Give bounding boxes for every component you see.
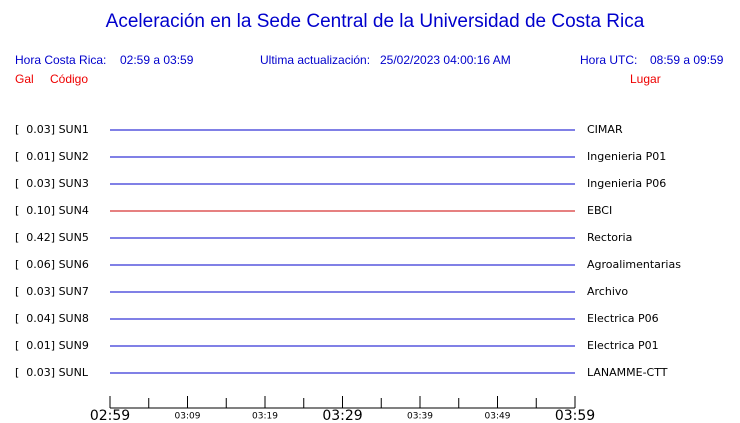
station-label: [ 0.01] SUN2 (15, 150, 89, 163)
utc-label: Hora UTC: (580, 53, 637, 67)
utc: 08:59 a 09:59 (650, 53, 724, 67)
time-label: 03:59 (555, 408, 595, 423)
time-label: 03:49 (485, 412, 511, 422)
station-place: CIMAR (587, 123, 623, 136)
station-label: [ 0.03] SUN3 (15, 177, 89, 190)
time-label: 03:09 (175, 412, 201, 422)
station-place: Agroalimentarias (587, 258, 681, 271)
col-gal: Gal (15, 72, 34, 86)
col-lugar: Lugar (630, 72, 661, 86)
station-place: Ingenieria P06 (587, 177, 666, 190)
station-place: Archivo (587, 285, 628, 298)
col-codigo: Código (50, 72, 88, 86)
station-label: [ 0.03] SUNL (15, 366, 89, 379)
station-label: [ 0.10] SUN4 (15, 204, 89, 217)
hora-cr-label: Hora Costa Rica: (15, 53, 106, 67)
time-label: 02:59 (90, 408, 130, 423)
update: 25/02/2023 04:00:16 AM (380, 53, 511, 67)
station-place: Rectoria (587, 231, 632, 244)
station-place: Electrica P06 (587, 312, 659, 325)
hora-cr: 02:59 a 03:59 (120, 53, 194, 67)
station-label: [ 0.03] SUN7 (15, 285, 89, 298)
station-label: [ 0.42] SUN5 (15, 231, 89, 244)
station-label: [ 0.03] SUN1 (15, 123, 89, 136)
time-label: 03:19 (252, 412, 278, 422)
update-label: Ultima actualización: (260, 53, 370, 67)
station-label: [ 0.06] SUN6 (15, 258, 89, 271)
station-place: Ingenieria P01 (587, 150, 666, 163)
time-label: 03:39 (407, 412, 433, 422)
station-label: [ 0.04] SUN8 (15, 312, 89, 325)
station-place: LANAMME-CTT (587, 366, 668, 379)
station-place: Electrica P01 (587, 339, 659, 352)
station-label: [ 0.01] SUN9 (15, 339, 89, 352)
title: Aceleración en la Sede Central de la Uni… (106, 11, 645, 32)
time-label: 03:29 (322, 408, 362, 423)
station-place: EBCI (587, 204, 612, 217)
